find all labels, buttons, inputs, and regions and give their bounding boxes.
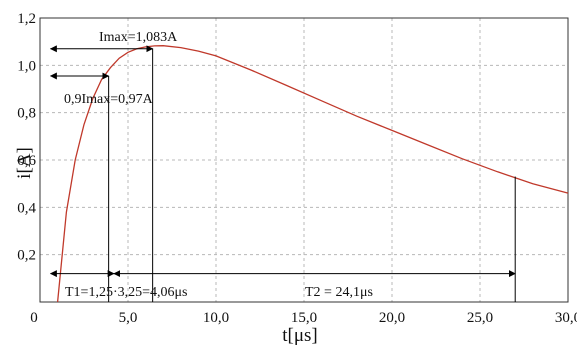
annotation-imax09-label: 0,9Imax=0,97A — [64, 92, 154, 107]
x-tick-label: 0 — [30, 310, 38, 326]
x-tick-label: 15,0 — [291, 310, 317, 326]
y-tick-label: 1,2 — [17, 11, 36, 27]
x-tick-label: 30,0 — [555, 310, 577, 326]
tick-labels: 0 5,0 10,0 15,0 20,0 25,0 30,0 0,2 0,4 0,6 0,8 1,0 1… — [17, 11, 577, 326]
y-tick-label: 0,8 — [17, 106, 36, 122]
current-curve — [56, 45, 569, 303]
y-tick-label: 0,6 — [17, 153, 36, 169]
annotation-layer — [49, 45, 516, 302]
x-tick-label: 10,0 — [203, 310, 229, 326]
plot-frame — [39, 17, 569, 303]
annotation-imax-label: Imax=1,083A — [99, 30, 178, 45]
curve-layer — [56, 45, 569, 303]
x-tick-label: 25,0 — [467, 310, 493, 326]
x-tick-label: 20,0 — [379, 310, 405, 326]
grid — [39, 17, 569, 303]
y-tick-label: 0,4 — [17, 200, 36, 216]
annotation-t1-label: T1=1,25·3,25=4,06μs — [65, 285, 187, 300]
y-axis-title: i[A] — [14, 147, 35, 179]
y-tick-label: 1,0 — [17, 58, 36, 74]
x-tick-label: 5,0 — [119, 310, 138, 326]
annotation-t2-label: T2 = 24,1μs — [305, 285, 373, 300]
y-tick-label: 0,2 — [17, 248, 36, 264]
x-axis-title: t[μs] — [282, 325, 318, 345]
